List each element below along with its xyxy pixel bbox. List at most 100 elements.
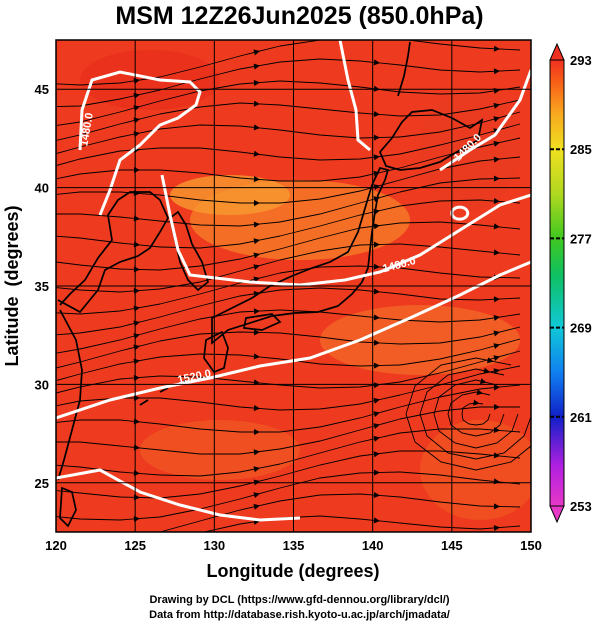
streamline-arrow bbox=[254, 200, 260, 206]
x-tick-label: 125 bbox=[124, 538, 146, 553]
streamline-arrow bbox=[253, 449, 260, 456]
streamline-arrow bbox=[253, 221, 260, 228]
streamline-arrow bbox=[254, 429, 260, 435]
contour-line bbox=[56, 260, 531, 420]
contour-line bbox=[338, 40, 371, 152]
streamline-arrow bbox=[493, 102, 500, 109]
colorbar-tick-label: 253 bbox=[570, 499, 592, 514]
streamline-arrow bbox=[253, 176, 260, 183]
coastline-path bbox=[211, 167, 390, 345]
streamline-arrow bbox=[253, 308, 260, 315]
streamline-arrow bbox=[253, 252, 260, 259]
streamline bbox=[279, 40, 327, 47]
streamline-arrow bbox=[373, 411, 380, 417]
streamline-arrow bbox=[373, 154, 380, 161]
colorbar: 293 285 277 269 261 253 bbox=[549, 42, 592, 524]
streamline-arrow bbox=[373, 397, 380, 404]
y-tick-label: 25 bbox=[35, 476, 49, 491]
streamline-arrow bbox=[253, 329, 260, 336]
footer-credit-drawing: Drawing by DCL (https://www.gfd-dennou.o… bbox=[149, 594, 450, 606]
streamline-arrow bbox=[253, 79, 260, 86]
streamline-arrow bbox=[373, 241, 380, 248]
x-tick-label: 145 bbox=[441, 538, 463, 553]
streamline-arrow bbox=[253, 150, 260, 157]
coastline-path bbox=[397, 41, 411, 97]
streamline-arrow bbox=[373, 435, 380, 442]
streamline-arrow bbox=[373, 134, 380, 141]
streamline-arrow bbox=[493, 198, 500, 205]
plot-frame bbox=[55, 39, 532, 533]
streamline-arrow bbox=[494, 404, 500, 410]
x-tick-label: 120 bbox=[45, 538, 67, 553]
x-tick-label: 130 bbox=[203, 538, 225, 553]
x-tick-label: 140 bbox=[362, 538, 384, 553]
streamline-arrow bbox=[493, 452, 500, 459]
streamline-arrow bbox=[493, 503, 500, 510]
streamline-arrow bbox=[373, 469, 380, 476]
streamline-arrow bbox=[493, 249, 500, 256]
streamline-arrow bbox=[493, 314, 500, 321]
streamline-arrow bbox=[253, 49, 260, 56]
colorbar-tick-label: 261 bbox=[570, 410, 592, 425]
streamline-arrow bbox=[373, 517, 380, 524]
y-tick-label: 40 bbox=[35, 181, 49, 196]
streamline-arrow bbox=[373, 492, 380, 499]
coastline-path bbox=[57, 191, 169, 481]
streamline-arrow bbox=[253, 264, 260, 270]
streamline-arrow bbox=[253, 353, 260, 360]
streamline bbox=[447, 391, 505, 437]
streamline-arrow bbox=[373, 288, 380, 295]
streamline-arrow bbox=[493, 384, 500, 391]
streamline-arrow bbox=[493, 116, 500, 122]
contour-line bbox=[439, 69, 531, 172]
y-tick-label: 35 bbox=[35, 279, 49, 294]
streamline-arrow bbox=[493, 223, 500, 230]
streamline-arrow bbox=[493, 296, 500, 303]
coastline-path bbox=[203, 330, 229, 374]
streamline-arrow bbox=[253, 100, 260, 107]
coastline-path bbox=[242, 313, 282, 331]
streamline-arrow bbox=[493, 156, 500, 163]
streamline-arrow bbox=[373, 314, 380, 321]
coastlines bbox=[57, 41, 484, 528]
streamline bbox=[419, 368, 531, 460]
streamline-arrow bbox=[483, 367, 490, 374]
map-title: MSM 12Z26Jun2025 (850.0hPa) bbox=[115, 2, 484, 30]
streamline-arrow bbox=[253, 466, 260, 473]
contour-line bbox=[160, 174, 531, 287]
streamline bbox=[433, 379, 519, 449]
streamline-arrow bbox=[493, 524, 500, 531]
y-axis-ticks: 25 30 35 40 45 bbox=[35, 82, 49, 491]
streamline-arrow bbox=[253, 124, 260, 131]
coastline-path bbox=[169, 210, 209, 292]
y-tick-label: 45 bbox=[35, 82, 49, 97]
coastline-path bbox=[59, 486, 77, 528]
streamline-arrow bbox=[253, 492, 260, 498]
contour-line bbox=[56, 468, 301, 522]
streamline-arrow bbox=[373, 382, 380, 389]
x-axis-label: Longitude (degrees) bbox=[206, 561, 379, 581]
streamline-arrow bbox=[479, 378, 487, 385]
streamline-arrow bbox=[253, 238, 260, 245]
x-axis-ticks: 120 125 130 135 140 145 150 bbox=[45, 538, 542, 553]
colorbar-tick-label: 269 bbox=[570, 321, 592, 336]
streamline-arrow bbox=[493, 355, 500, 361]
streamline bbox=[405, 357, 531, 471]
wind-streamlines bbox=[56, 40, 531, 532]
x-tick-label: 150 bbox=[520, 538, 542, 553]
height-contours bbox=[56, 40, 531, 522]
coastline-path bbox=[379, 109, 484, 171]
streamline-arrow bbox=[253, 63, 260, 70]
colorbar-tick-label: 285 bbox=[570, 142, 592, 157]
streamline-arrow bbox=[373, 59, 380, 66]
colorbar-min-arrow bbox=[549, 505, 565, 524]
streamline-arrow bbox=[253, 503, 260, 510]
colorbar-max-arrow bbox=[549, 42, 565, 61]
streamline-arrow bbox=[476, 389, 483, 396]
streamline-arrow bbox=[493, 330, 500, 337]
streamline-arrow bbox=[487, 357, 494, 364]
colorbar-tick-label: 293 bbox=[570, 53, 592, 68]
streamline-arrow bbox=[493, 68, 500, 75]
colorbar-scale bbox=[549, 59, 565, 507]
